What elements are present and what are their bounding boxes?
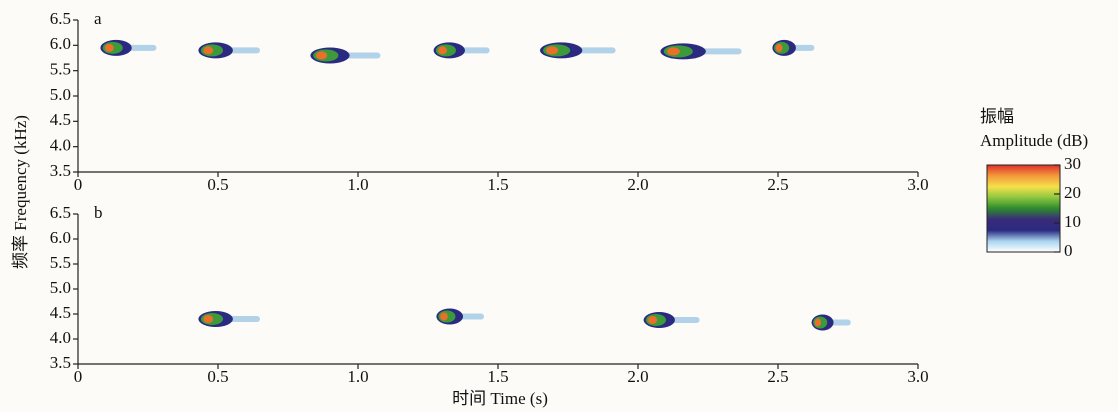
y-tick-label: 6.5 <box>50 203 71 222</box>
x-tick-label: 1.0 <box>347 367 368 386</box>
y-tick-label: 5.5 <box>50 253 71 272</box>
y-tick-label: 4.5 <box>50 110 71 129</box>
syllable-core <box>316 51 328 60</box>
x-tick-label: 0 <box>74 175 83 194</box>
x-tick-label: 2.5 <box>767 175 788 194</box>
x-tick-label: 1.5 <box>487 175 508 194</box>
syllable-core <box>104 43 114 52</box>
x-tick-label: 2.5 <box>767 367 788 386</box>
y-tick-label: 6.5 <box>50 9 71 28</box>
y-axis-label: 频率 Frequency (kHz) <box>11 115 30 269</box>
x-axis-label: 时间 Time (s) <box>452 389 548 408</box>
y-tick-label: 3.5 <box>50 353 71 372</box>
colorbar-title: 振幅 <box>980 107 1014 126</box>
y-tick-label: 4.0 <box>50 136 71 155</box>
syllable-core <box>775 43 783 52</box>
colorbar <box>986 164 1061 253</box>
y-tick-label: 4.0 <box>50 328 71 347</box>
y-tick-label: 5.0 <box>50 85 71 104</box>
colorbar-tick-label: 0 <box>1064 241 1073 260</box>
panel-label: b <box>94 203 103 222</box>
y-tick-label: 5.0 <box>50 278 71 297</box>
y-tick-label: 6.0 <box>50 228 71 247</box>
y-tick-label: 3.5 <box>50 161 71 180</box>
panel-label: a <box>94 9 102 28</box>
y-tick-label: 6.0 <box>50 34 71 53</box>
y-tick-label: 4.5 <box>50 303 71 322</box>
x-tick-label: 0.5 <box>207 367 228 386</box>
y-tick-label: 5.5 <box>50 60 71 79</box>
syllable-core <box>546 46 559 55</box>
syllable-core <box>814 318 822 327</box>
x-tick-label: 2.0 <box>627 175 648 194</box>
syllable-core <box>203 46 214 55</box>
colorbar-tick-label: 20 <box>1064 183 1081 202</box>
syllable-core <box>438 46 448 55</box>
x-tick-label: 3.0 <box>907 367 928 386</box>
syllable-core <box>648 316 658 324</box>
colorbar-tick-label: 30 <box>1064 154 1081 173</box>
x-tick-label: 0 <box>74 367 83 386</box>
x-tick-label: 1.0 <box>347 175 368 194</box>
x-tick-label: 3.0 <box>907 175 928 194</box>
x-tick-label: 2.0 <box>627 367 648 386</box>
syllable-core <box>440 312 448 321</box>
syllable-core <box>203 315 214 323</box>
syllable-core <box>666 47 680 56</box>
x-tick-label: 0.5 <box>207 175 228 194</box>
colorbar-tick-label: 10 <box>1064 212 1081 231</box>
colorbar-title: Amplitude (dB) <box>980 131 1088 150</box>
x-tick-label: 1.5 <box>487 367 508 386</box>
